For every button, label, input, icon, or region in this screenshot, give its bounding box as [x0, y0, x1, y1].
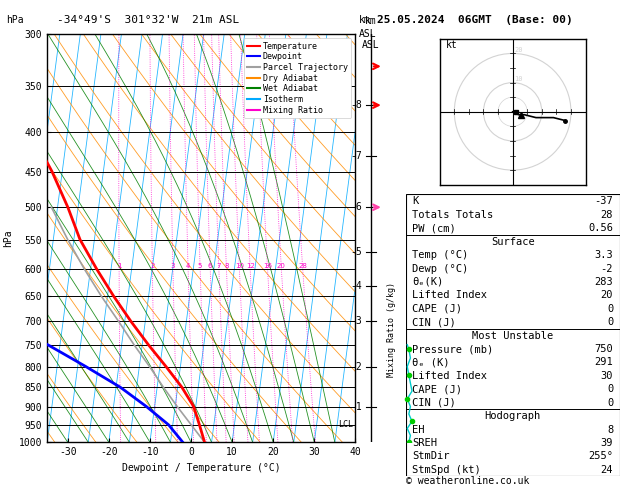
- Text: -2: -2: [350, 362, 362, 372]
- Text: -5: -5: [350, 247, 362, 257]
- Text: 20: 20: [277, 263, 286, 269]
- Text: 2: 2: [150, 263, 155, 269]
- Text: θₑ (K): θₑ (K): [412, 358, 450, 367]
- Text: -7: -7: [350, 151, 362, 161]
- Text: CIN (J): CIN (J): [412, 317, 456, 327]
- Text: θₑ(K): θₑ(K): [412, 277, 443, 287]
- Text: -8: -8: [350, 100, 362, 110]
- Legend: Temperature, Dewpoint, Parcel Trajectory, Dry Adiabat, Wet Adiabat, Isotherm, Mi: Temperature, Dewpoint, Parcel Trajectory…: [243, 38, 351, 118]
- Text: SREH: SREH: [412, 438, 437, 448]
- X-axis label: Dewpoint / Temperature (°C): Dewpoint / Temperature (°C): [122, 463, 281, 473]
- Text: -37: -37: [594, 196, 613, 207]
- Text: 0: 0: [607, 304, 613, 314]
- FancyBboxPatch shape: [406, 194, 620, 476]
- Text: 16: 16: [263, 263, 272, 269]
- Text: 5: 5: [198, 263, 203, 269]
- Text: Dewp (°C): Dewp (°C): [412, 263, 469, 274]
- Text: ASL: ASL: [359, 29, 376, 39]
- Text: 25.05.2024  06GMT  (Base: 00): 25.05.2024 06GMT (Base: 00): [377, 15, 573, 25]
- Text: StmSpd (kt): StmSpd (kt): [412, 465, 481, 475]
- Text: 4: 4: [186, 263, 190, 269]
- Text: km: km: [359, 15, 370, 25]
- Text: 8: 8: [224, 263, 229, 269]
- Text: 10: 10: [514, 76, 523, 82]
- Text: -1: -1: [350, 401, 362, 412]
- Text: © weatheronline.co.uk: © weatheronline.co.uk: [406, 476, 529, 486]
- Text: Lifted Index: Lifted Index: [412, 290, 487, 300]
- Text: kt: kt: [445, 40, 457, 50]
- Text: 0: 0: [607, 398, 613, 408]
- Text: PW (cm): PW (cm): [412, 223, 456, 233]
- Text: CIN (J): CIN (J): [412, 398, 456, 408]
- Text: 0.56: 0.56: [588, 223, 613, 233]
- Text: CAPE (J): CAPE (J): [412, 304, 462, 314]
- Text: 10: 10: [235, 263, 244, 269]
- Text: 12: 12: [246, 263, 255, 269]
- Text: 0: 0: [607, 317, 613, 327]
- Text: Hodograph: Hodograph: [484, 411, 541, 421]
- Text: Surface: Surface: [491, 237, 535, 247]
- Text: Pressure (mb): Pressure (mb): [412, 344, 493, 354]
- Text: -6: -6: [350, 202, 362, 212]
- Text: Lifted Index: Lifted Index: [412, 371, 487, 381]
- Text: CAPE (J): CAPE (J): [412, 384, 462, 394]
- Text: K: K: [412, 196, 418, 207]
- Text: hPa: hPa: [6, 15, 24, 25]
- Text: 30: 30: [601, 371, 613, 381]
- Text: Temp (°C): Temp (°C): [412, 250, 469, 260]
- Text: 28: 28: [298, 263, 307, 269]
- Text: 291: 291: [594, 358, 613, 367]
- Y-axis label: hPa: hPa: [3, 229, 13, 247]
- Text: 7: 7: [216, 263, 221, 269]
- Text: 750: 750: [594, 344, 613, 354]
- Text: Mixing Ratio (g/kg): Mixing Ratio (g/kg): [387, 282, 396, 378]
- Text: EH: EH: [412, 425, 425, 434]
- Text: 24: 24: [601, 465, 613, 475]
- Text: 255°: 255°: [588, 451, 613, 461]
- Text: 6: 6: [208, 263, 213, 269]
- Text: ASL: ASL: [362, 40, 380, 51]
- Text: LCL: LCL: [338, 419, 353, 429]
- Text: -2: -2: [601, 263, 613, 274]
- Text: 283: 283: [594, 277, 613, 287]
- Text: -34°49'S  301°32'W  21m ASL: -34°49'S 301°32'W 21m ASL: [57, 15, 239, 25]
- Text: 1: 1: [117, 263, 121, 269]
- Text: 3: 3: [170, 263, 175, 269]
- Text: -3: -3: [350, 316, 362, 326]
- Text: Totals Totals: Totals Totals: [412, 210, 493, 220]
- Text: 20: 20: [601, 290, 613, 300]
- Text: Most Unstable: Most Unstable: [472, 330, 554, 341]
- Text: 8: 8: [607, 425, 613, 434]
- Text: 20: 20: [514, 47, 523, 53]
- Text: 39: 39: [601, 438, 613, 448]
- Text: StmDir: StmDir: [412, 451, 450, 461]
- Text: km: km: [365, 16, 377, 26]
- Text: 28: 28: [601, 210, 613, 220]
- Text: 0: 0: [607, 384, 613, 394]
- Text: -4: -4: [350, 280, 362, 291]
- Text: 3.3: 3.3: [594, 250, 613, 260]
